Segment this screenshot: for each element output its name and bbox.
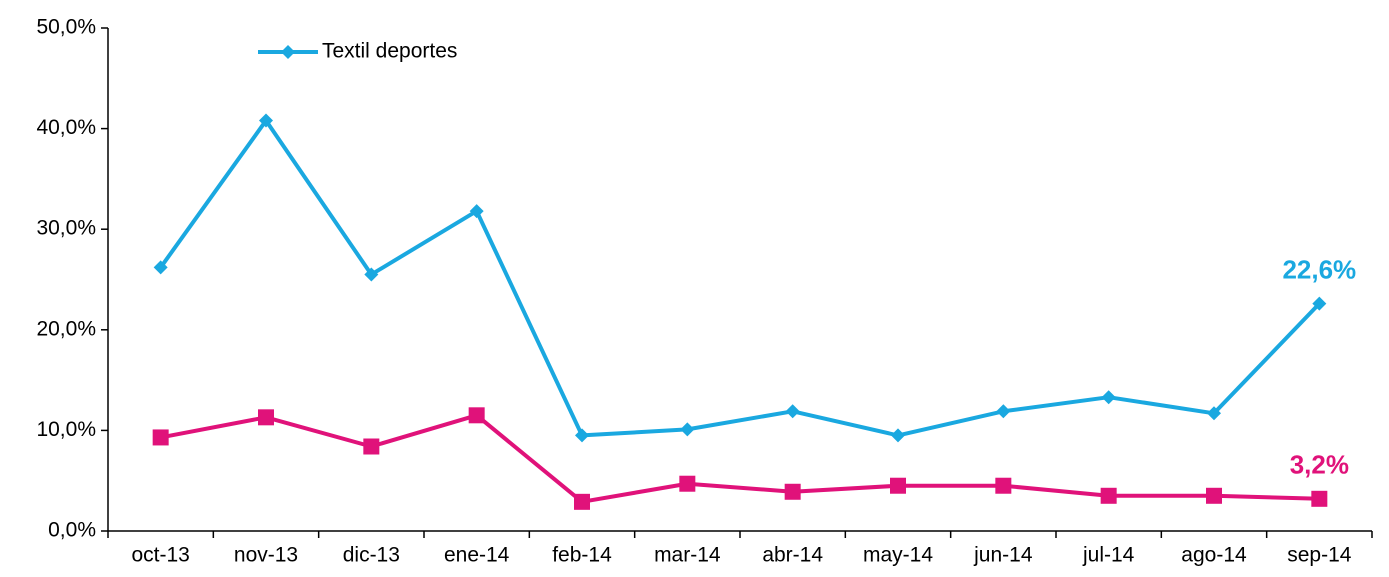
x-tick-label: jul-14	[1082, 544, 1135, 567]
data-point	[1206, 487, 1222, 504]
data-point	[784, 483, 801, 500]
series-line	[159, 118, 1321, 438]
data-point	[574, 493, 590, 510]
x-tick-label: ago-14	[1181, 544, 1247, 567]
data-point	[1100, 487, 1117, 504]
data-label: 3,2%	[1290, 450, 1349, 480]
data-point	[785, 404, 800, 419]
data-point	[680, 422, 695, 437]
x-tick-label: oct-13	[131, 544, 189, 567]
data-point	[259, 113, 273, 128]
data-point	[996, 404, 1011, 419]
x-tick-label: mar-14	[654, 544, 721, 567]
series-line	[160, 413, 1320, 504]
data-point	[258, 409, 274, 426]
data-point	[1207, 406, 1221, 421]
x-tick-label: nov-13	[234, 544, 298, 567]
data-point	[1312, 296, 1327, 311]
data-point	[890, 477, 906, 494]
x-tick-label: abr-14	[762, 544, 823, 567]
x-tick-label: dic-13	[343, 544, 400, 567]
y-tick-label: 40,0%	[36, 116, 96, 139]
y-tick-label: 0,0%	[48, 519, 96, 542]
data-point	[152, 429, 169, 446]
data-point	[363, 438, 380, 455]
legend-marker	[281, 45, 295, 59]
data-point	[575, 428, 589, 443]
data-point	[469, 204, 484, 219]
x-tick-label: jun-14	[973, 544, 1033, 567]
data-point	[1311, 490, 1328, 507]
data-point	[468, 407, 485, 424]
data-point	[1101, 390, 1116, 405]
y-tick-label: 20,0%	[36, 317, 96, 340]
data-point	[995, 477, 1012, 494]
data-point	[679, 475, 696, 492]
y-tick-label: 50,0%	[36, 16, 96, 39]
legend-label: Textil deportes	[322, 40, 457, 63]
y-tick-label: 10,0%	[36, 418, 96, 441]
y-tick-label: 30,0%	[36, 217, 96, 240]
data-label: 22,6%	[1282, 255, 1356, 285]
x-tick-label: sep-14	[1287, 544, 1352, 567]
x-tick-label: ene-14	[444, 544, 510, 567]
data-point	[364, 267, 379, 282]
data-point	[891, 428, 905, 443]
data-point	[153, 260, 168, 275]
x-tick-label: feb-14	[552, 544, 612, 567]
x-tick-label: may-14	[863, 544, 933, 567]
